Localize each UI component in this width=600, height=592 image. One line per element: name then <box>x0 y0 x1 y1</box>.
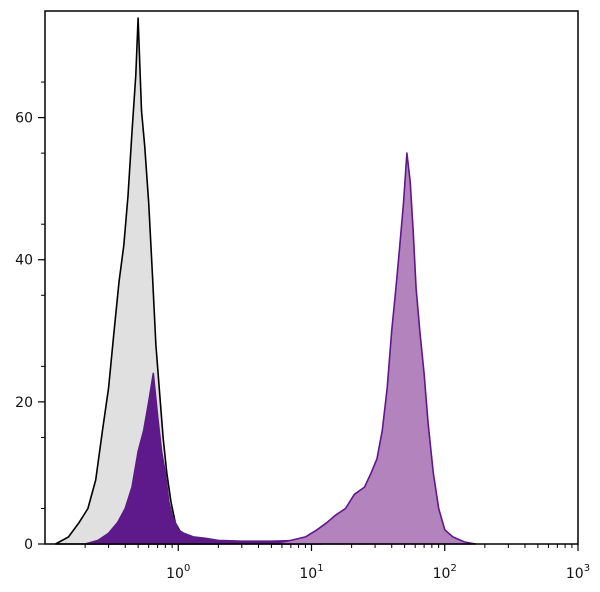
x-tick-label-base: 10 <box>566 566 584 582</box>
x-tick-label: 101 <box>299 563 323 582</box>
y-tick-label: 40 <box>15 253 33 269</box>
x-tick-label-base: 10 <box>166 566 184 582</box>
y-tick-label: 60 <box>15 111 33 127</box>
x-tick-label-exponent: 1 <box>317 563 323 574</box>
y-tick-label: 20 <box>15 395 33 411</box>
histogram-series-3 <box>270 152 477 545</box>
y-tick-label: 0 <box>24 537 33 553</box>
x-tick-label: 103 <box>566 563 590 582</box>
x-tick-label-base: 10 <box>433 566 451 582</box>
x-tick-label: 100 <box>166 563 190 582</box>
x-tick-label-exponent: 0 <box>184 563 190 574</box>
x-axis: 100 101 102 103 <box>84 544 590 582</box>
y-axis: 0 20 40 60 <box>15 81 45 553</box>
x-tick-label-exponent: 3 <box>584 563 590 574</box>
x-tick-label: 102 <box>433 563 457 582</box>
x-tick-label-base: 10 <box>299 566 317 582</box>
series-layer <box>54 17 477 545</box>
x-tick-label-exponent: 2 <box>450 563 456 574</box>
